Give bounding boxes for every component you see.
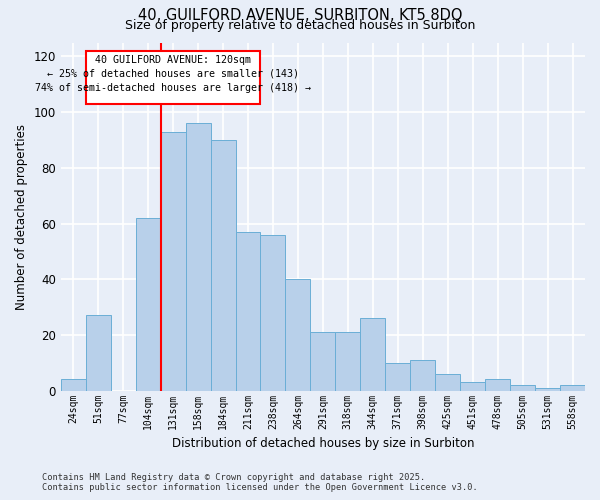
Bar (260, 234, 286, 390)
Bar (61, 380, 86, 390)
Bar (236, 232, 260, 390)
Bar (485, 380, 510, 390)
Text: ← 25% of detached houses are smaller (143): ← 25% of detached houses are smaller (14… (47, 69, 299, 79)
Bar (361, 318, 385, 390)
Bar (86, 51, 260, 104)
Bar (185, 124, 211, 390)
Bar (161, 132, 185, 390)
Bar (286, 279, 310, 390)
Bar (460, 382, 485, 390)
Bar (535, 388, 560, 390)
Bar (435, 374, 460, 390)
Bar (385, 363, 410, 390)
Bar (335, 332, 361, 390)
Bar (211, 140, 236, 390)
Text: Size of property relative to detached houses in Surbiton: Size of property relative to detached ho… (125, 18, 475, 32)
Bar (86, 316, 111, 390)
X-axis label: Distribution of detached houses by size in Surbiton: Distribution of detached houses by size … (172, 437, 474, 450)
Bar (136, 218, 161, 390)
Bar (510, 385, 535, 390)
Bar (560, 385, 585, 390)
Text: 40, GUILFORD AVENUE, SURBITON, KT5 8DQ: 40, GUILFORD AVENUE, SURBITON, KT5 8DQ (138, 8, 462, 22)
Y-axis label: Number of detached properties: Number of detached properties (15, 124, 28, 310)
Bar (410, 360, 435, 390)
Bar (310, 332, 335, 390)
Text: Contains HM Land Registry data © Crown copyright and database right 2025.
Contai: Contains HM Land Registry data © Crown c… (42, 473, 478, 492)
Text: 40 GUILFORD AVENUE: 120sqm: 40 GUILFORD AVENUE: 120sqm (95, 55, 251, 65)
Text: 74% of semi-detached houses are larger (418) →: 74% of semi-detached houses are larger (… (35, 83, 311, 93)
